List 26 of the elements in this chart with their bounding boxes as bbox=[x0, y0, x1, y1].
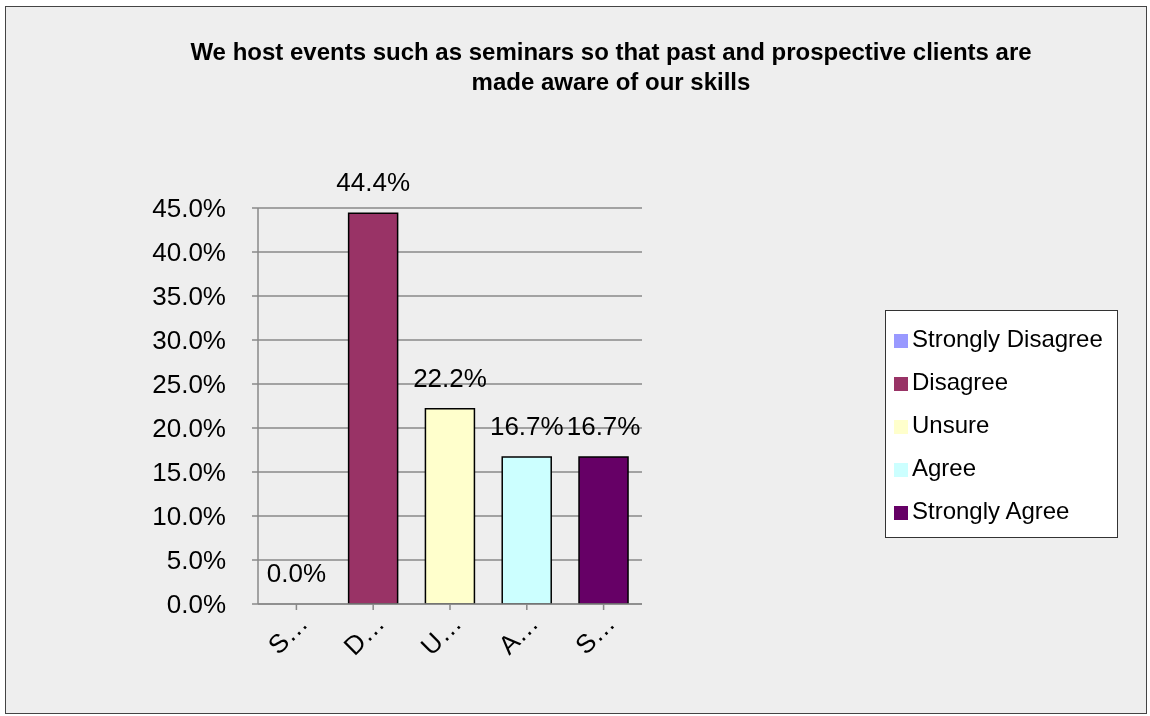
y-tick-label: 10.0% bbox=[152, 501, 226, 532]
legend-label: Agree bbox=[912, 454, 977, 481]
y-tick-label: 15.0% bbox=[152, 457, 226, 488]
chart-title: We host events such as seminars so that past and prospective clients are made aware of our skills bbox=[189, 37, 1033, 97]
y-tick-label: 25.0% bbox=[152, 369, 226, 400]
y-tick-label: 40.0% bbox=[152, 237, 226, 268]
x-tick-label: U… bbox=[414, 608, 468, 661]
y-tick-label: 5.0% bbox=[166, 545, 226, 576]
y-tick-label: 0.0% bbox=[166, 589, 226, 620]
legend-label: Strongly Agree bbox=[912, 497, 1070, 524]
legend-label: Unsure bbox=[912, 411, 990, 438]
data-label: 16.7% bbox=[489, 411, 564, 442]
x-tick-label: S… bbox=[569, 608, 621, 660]
y-tick-label: 45.0% bbox=[152, 193, 226, 224]
data-label: 0.0% bbox=[266, 558, 327, 588]
x-tick-label: S… bbox=[261, 608, 314, 660]
legend-label: Disagree bbox=[912, 368, 1009, 395]
x-tick-label: D… bbox=[337, 608, 391, 661]
legend-label: Strongly Disagree bbox=[912, 325, 1103, 352]
x-tick-label: A… bbox=[492, 608, 545, 660]
y-tick-label: 35.0% bbox=[152, 281, 226, 312]
data-label: 16.7% bbox=[566, 411, 641, 442]
y-tick-label: 30.0% bbox=[152, 325, 226, 356]
data-label: 44.4% bbox=[336, 167, 411, 198]
y-tick-label: 20.0% bbox=[152, 413, 226, 444]
data-label: 22.2% bbox=[413, 362, 487, 393]
